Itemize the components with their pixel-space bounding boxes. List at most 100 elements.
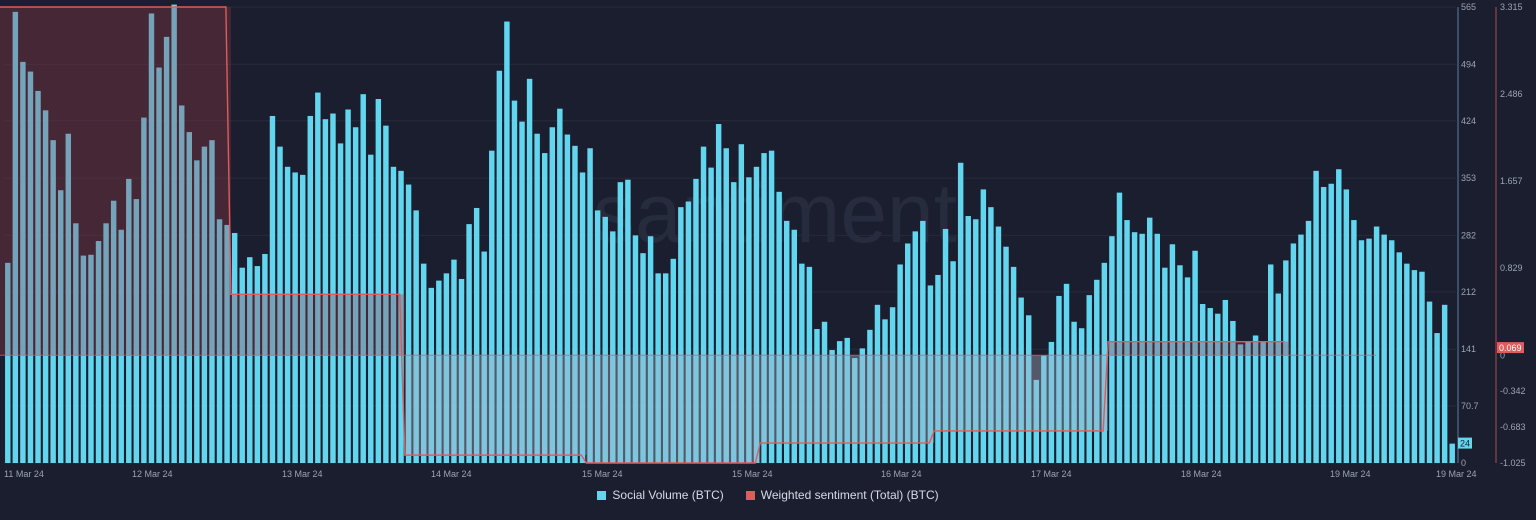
volume-bar: [836, 341, 843, 463]
volume-bar: [1343, 189, 1350, 463]
volume-bar: [829, 350, 835, 463]
volume-bar: [481, 251, 487, 463]
volume-bar: [375, 99, 382, 463]
volume-bar: [1313, 170, 1319, 463]
volume-bar: [1177, 265, 1183, 463]
volume-bar: [224, 224, 230, 463]
volume-bar: [708, 167, 714, 464]
volume-bar: [1169, 244, 1176, 463]
y-left-tick-label: 0: [1461, 458, 1466, 468]
volume-bar: [912, 231, 918, 463]
volume-bar: [980, 189, 987, 463]
volume-bar: [731, 182, 737, 463]
y-right-tick-label: 0: [1500, 350, 1505, 360]
volume-bar: [133, 199, 140, 463]
volume-bar: [799, 263, 805, 463]
volume-bar: [647, 236, 654, 463]
sentiment-area: [404, 355, 587, 456]
volume-bar: [768, 150, 775, 463]
volume-bar: [12, 11, 19, 464]
volume-bar: [1237, 344, 1244, 463]
volume-bar: [957, 162, 964, 463]
volume-bar: [1063, 283, 1070, 463]
volume-bar: [602, 216, 608, 463]
volume-bar: [148, 13, 155, 464]
volume-bar: [1404, 263, 1410, 463]
volume-bar: [594, 210, 601, 463]
volume-bar: [897, 264, 903, 463]
sentiment-area: [760, 355, 935, 444]
volume-bar: [1094, 279, 1100, 463]
volume-bar: [126, 178, 132, 463]
volume-bar: [163, 36, 170, 464]
volume-bar: [466, 224, 472, 463]
legend-item-social-volume[interactable]: Social Volume (BTC): [597, 488, 724, 502]
volume-bar: [806, 266, 813, 463]
volume-bar: [1366, 238, 1372, 463]
legend-label-sentiment: Weighted sentiment (Total) (BTC): [760, 488, 939, 502]
volume-bar: [617, 182, 624, 463]
volume-bar: [1033, 379, 1039, 463]
volume-bar: [1260, 341, 1266, 463]
y-right-tick-label: -1.025: [1500, 458, 1526, 468]
social-volume-bars: [5, 4, 1455, 464]
x-tick-label: 11 Mar 24: [4, 469, 44, 479]
volume-bar: [1389, 240, 1395, 463]
last-sentiment-value: 0.069: [1499, 343, 1522, 353]
volume-bar: [663, 273, 669, 463]
volume-bar: [300, 174, 306, 463]
y-left-tick-label: 70.7: [1461, 401, 1479, 411]
volume-bar: [1116, 192, 1123, 463]
volume-bar: [1078, 328, 1085, 463]
volume-bar: [1298, 234, 1304, 463]
volume-bar: [504, 21, 510, 464]
volume-bar: [80, 255, 87, 463]
volume-bar: [1396, 252, 1402, 463]
volume-bar: [1426, 301, 1433, 463]
volume-bar: [247, 257, 253, 463]
volume-bar: [889, 307, 896, 463]
volume-bar: [1162, 267, 1168, 463]
x-tick-label: 12 Mar 24: [132, 469, 173, 479]
volume-bar: [1086, 295, 1092, 463]
volume-bar: [852, 358, 858, 463]
volume-bar: [345, 109, 351, 463]
volume-bar: [269, 115, 276, 464]
volume-bar: [413, 210, 419, 463]
volume-bar: [42, 110, 49, 463]
volume-bar: [489, 150, 495, 463]
volume-bar: [1434, 333, 1440, 463]
volume-bar: [1358, 240, 1365, 463]
volume-bar: [579, 172, 586, 463]
volume-bar: [791, 229, 797, 463]
volume-bar: [859, 348, 866, 463]
volume-bar: [1275, 293, 1281, 463]
volume-bar: [1010, 266, 1017, 463]
last-volume-value: 24: [1460, 439, 1470, 449]
volume-bar: [451, 259, 457, 463]
volume-bar: [307, 115, 313, 464]
volume-bar: [390, 166, 397, 464]
volume-bar: [610, 231, 616, 463]
last-volume-marker: [1458, 437, 1472, 449]
volume-bar: [920, 220, 926, 463]
x-tick-label: 15 Mar 24: [732, 469, 773, 479]
volume-bar: [1441, 304, 1448, 463]
volume-bar: [322, 119, 329, 464]
volume-bar: [1336, 169, 1342, 463]
volume-bar: [519, 121, 525, 464]
x-tick-label: 17 Mar 24: [1031, 469, 1072, 479]
volume-bar: [1305, 220, 1312, 463]
volume-bar: [443, 273, 450, 463]
legend-item-sentiment[interactable]: Weighted sentiment (Total) (BTC): [745, 488, 939, 502]
volume-bar: [784, 220, 790, 463]
y-left-tick-label: 424: [1461, 116, 1476, 126]
volume-bar: [73, 223, 79, 463]
y-left-tick-label: 494: [1461, 59, 1476, 69]
volume-bar: [1245, 341, 1251, 463]
volume-bar: [1222, 299, 1229, 463]
volume-bar: [421, 263, 427, 463]
volume-bar: [905, 243, 911, 463]
volume-bar: [360, 94, 366, 463]
volume-bar: [1252, 335, 1259, 463]
